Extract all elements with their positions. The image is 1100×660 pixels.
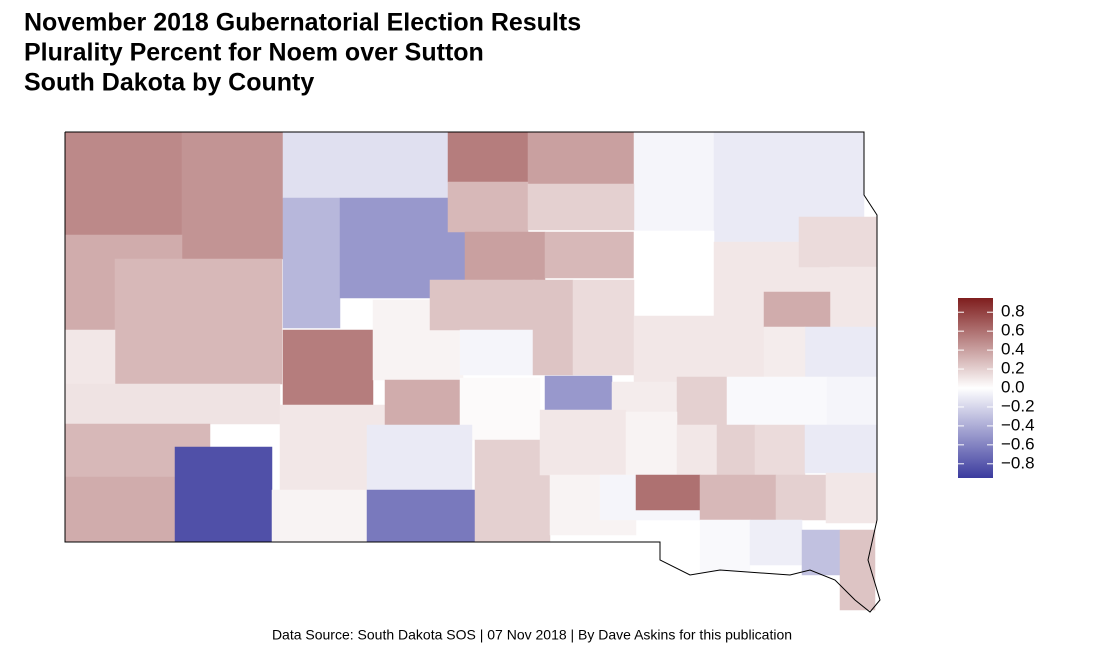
tick-label: −0.4	[1001, 415, 1035, 434]
tick-label: −0.8	[1001, 453, 1035, 472]
county	[282, 197, 341, 329]
county	[763, 291, 831, 328]
county	[459, 377, 541, 441]
state-border	[64, 131, 881, 613]
county-map	[64, 131, 881, 613]
county	[611, 381, 678, 413]
county	[114, 258, 283, 385]
county	[532, 279, 574, 376]
county	[464, 231, 546, 281]
tick-label: 0.4	[1001, 340, 1025, 359]
county	[474, 439, 551, 543]
county	[539, 409, 627, 476]
county	[429, 279, 536, 331]
county	[798, 131, 865, 218]
county	[625, 411, 678, 478]
county	[366, 489, 476, 543]
county	[726, 376, 778, 426]
caption: Data Source: South Dakota SOS | 07 Nov 2…	[272, 627, 792, 643]
county	[174, 446, 273, 543]
county	[699, 474, 777, 521]
county	[64, 476, 176, 543]
county	[366, 424, 473, 491]
county	[713, 131, 800, 183]
title-line: South Dakota by County	[24, 69, 314, 97]
county	[716, 424, 756, 478]
county	[447, 131, 529, 183]
county	[527, 131, 635, 185]
county	[839, 529, 876, 611]
county	[826, 376, 878, 426]
county	[699, 519, 751, 573]
county	[64, 131, 183, 236]
county	[633, 315, 715, 383]
county	[271, 489, 368, 543]
county	[64, 383, 281, 425]
tick-label: 0.6	[1001, 321, 1025, 340]
county	[544, 231, 635, 279]
county	[544, 375, 613, 412]
county	[181, 131, 284, 260]
county	[713, 181, 800, 243]
tick-label: 0.8	[1001, 302, 1025, 321]
county	[804, 424, 878, 474]
county	[713, 326, 765, 378]
county	[633, 131, 715, 232]
county	[801, 529, 841, 576]
county	[749, 519, 803, 566]
county	[633, 230, 715, 317]
county	[713, 241, 765, 328]
county	[804, 326, 878, 378]
county	[763, 326, 806, 378]
county	[754, 424, 806, 478]
title-line: November 2018 Gubernatorial Election Res…	[24, 9, 581, 37]
county	[459, 329, 536, 376]
county	[829, 266, 878, 328]
tick-label: −0.6	[1001, 434, 1035, 453]
county	[676, 424, 718, 478]
county	[825, 472, 878, 524]
county	[282, 329, 374, 406]
county	[798, 216, 878, 268]
county	[676, 376, 728, 426]
county	[64, 329, 116, 386]
tick-label: 0.2	[1001, 359, 1025, 378]
county	[572, 279, 635, 376]
legend: 0.80.60.40.20.0−0.2−0.4−0.6−0.8	[958, 298, 1035, 478]
tick-label: −0.2	[1001, 396, 1035, 415]
county	[447, 181, 529, 233]
county	[527, 183, 635, 231]
tick-label: 0.0	[1001, 377, 1025, 396]
county	[635, 474, 701, 511]
county	[282, 131, 449, 199]
county	[776, 376, 828, 426]
title-line: Plurality Percent for Noem over Sutton	[24, 39, 484, 67]
county	[775, 474, 827, 521]
